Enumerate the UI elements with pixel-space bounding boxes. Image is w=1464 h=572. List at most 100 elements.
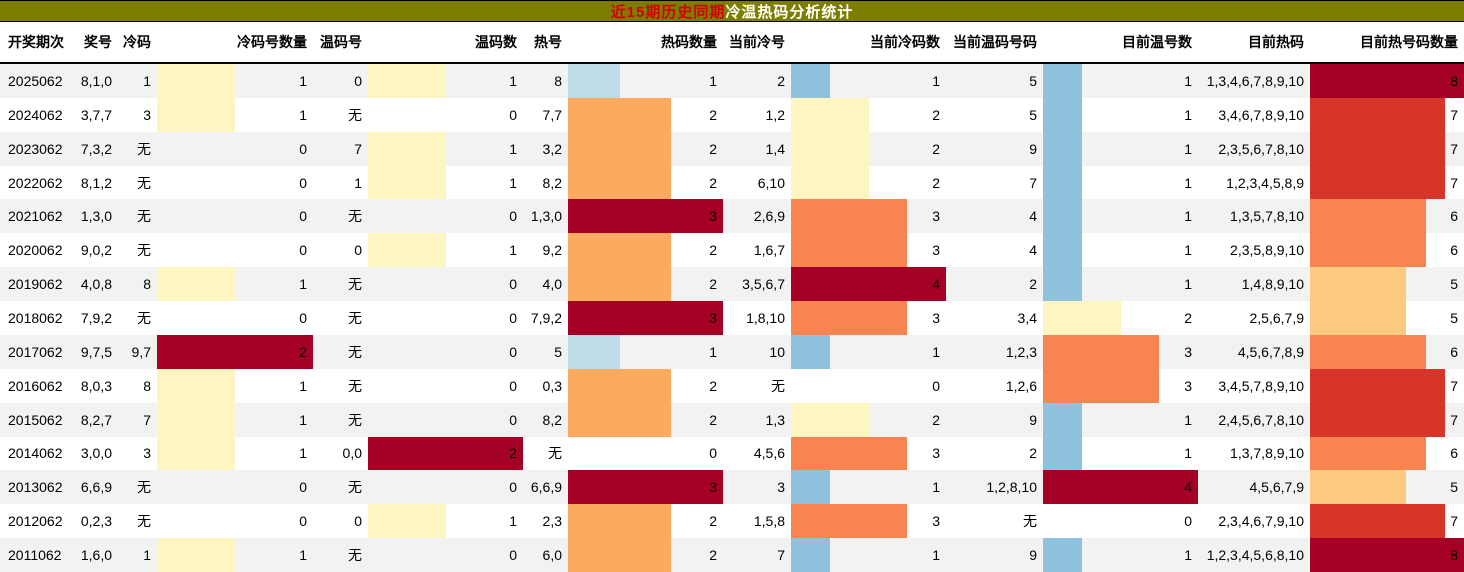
cell-value: 无 [137,208,151,225]
cell-current-cold: 1,2 [723,98,791,132]
column-header-current-warm: 当前温码号码 [953,34,1037,50]
cell-warm-count: 1 [368,131,523,166]
cell-value: 3 [777,479,785,496]
cell-hot-codes: 9,2 [523,233,568,267]
heat-bar-current-warm-count [1043,538,1082,572]
cell-value: 无 [137,140,151,157]
cell-value: 1,4,8,9,10 [1241,276,1304,293]
cell-value: 0 [299,513,307,530]
heat-bar-current-warm-count [1043,199,1082,234]
column-header-cold-codes: 冷码 [123,34,151,50]
cell-prize-numbers: 1,6,0 [81,538,118,572]
cell-value: 2 [709,106,717,123]
cell-value: 1,2,3 [1005,343,1037,360]
cell-value: 1,3,0 [530,208,562,225]
heat-bar-current-hot-count [1310,538,1464,572]
cell-period: 2017062 [0,335,84,369]
cell-value: 2,3,4,6,7,9,10 [1218,513,1304,530]
cell-period: 2025062 [0,64,84,98]
cell-value: 1 [932,547,940,564]
heat-bar-current-warm-count [1043,233,1082,268]
cell-hot-count: 1 [568,64,723,98]
cell-current-hot-count: 7 [1310,131,1464,166]
heat-bar-current-warm-count [1043,267,1082,302]
cell-current-warm-count: 1 [1043,131,1198,166]
cell-value: 7 [1450,106,1458,123]
cell-value: 1 [1184,140,1192,157]
column-header-current-cold: 当前冷号 [729,34,785,50]
cell-value: 4,5,6,7,8,9 [1237,343,1304,360]
cell-current-warm: 2 [946,437,1043,471]
cell-cold-codes: 无 [118,233,157,267]
cell-current-hot: 2,4,5,6,7,8,10 [1198,403,1310,437]
cell-value: 8,2 [542,174,562,191]
cell-cold-codes: 无 [118,470,157,504]
cell-prize-numbers: 6,6,9 [81,470,118,504]
cell-value: 1 [299,377,307,394]
cell-value: 0,3 [542,377,562,394]
cell-cold-codes: 无 [118,301,157,335]
table-row: 2022062 8,1,2 无 0 1 1 8,2 2 6,10 2 7 1 1,2,3,4,5,8,9… [0,165,1464,200]
heat-bar-current-hot-count [1310,267,1407,302]
cell-current-warm-count: 1 [1043,64,1198,98]
cell-value: 2 [1029,276,1037,293]
cell-value: 3 [709,309,717,326]
cell-cold-codes: 3 [118,437,157,471]
column-header-current-cold-count: 当前冷码数 [870,34,940,50]
cell-period: 2015062 [0,403,84,437]
cell-period: 2013062 [0,470,84,504]
heat-bar-hot-count [568,538,672,572]
cell-value: 2025062 [8,72,63,89]
cell-current-hot: 1,4,8,9,10 [1198,267,1310,301]
cell-current-cold-count: 3 [791,301,946,335]
cell-value: 1 [509,140,517,157]
cell-warm-codes: 无 [313,403,368,437]
heat-bar-current-cold-count [791,301,908,335]
cell-current-warm: 9 [946,538,1043,572]
cell-current-warm: 1,2,3 [946,335,1043,369]
cell-value: 无 [348,411,362,428]
heat-bar-hot-count [568,402,672,437]
cell-current-warm-count: 1 [1043,267,1198,302]
cell-value: 2011062 [8,547,62,564]
cell-cold-codes: 无 [118,166,157,200]
cell-value: 1,2,8,10 [986,479,1037,496]
cell-value: 0 [354,242,362,259]
cell-current-warm-count: 3 [1043,334,1198,369]
heat-bar-warm-count [368,131,446,166]
cell-value: 0,0 [342,445,362,462]
cell-warm-count: 1 [368,165,523,200]
cell-warm-count: 0 [368,369,523,403]
cell-value: 2 [709,140,717,157]
heat-bar-current-hot-count [1310,233,1426,268]
heat-bar-warm-count [368,504,446,539]
cell-value: 2 [1029,445,1037,462]
cell-value: 3 [709,479,717,496]
cell-value: 无 [348,547,362,564]
cell-cold-count: 0 [157,301,313,335]
cell-value: 0 [299,242,307,259]
cell-value: 4 [932,276,940,293]
cell-value: 1 [509,72,517,89]
cell-value: 4,5,6,7,9 [1249,479,1305,496]
heat-bar-warm-count [368,233,446,268]
cell-cold-count: 1 [157,97,313,132]
cell-warm-codes: 无 [313,199,368,233]
heat-bar-current-cold-count [791,334,830,369]
cell-hot-count: 2 [568,267,723,302]
cell-warm-count: 0 [368,98,523,132]
cell-value: 0 [932,377,940,394]
heat-bar-current-warm-count [1043,97,1082,132]
cell-hot-codes: 4,0 [523,267,568,301]
column-header-cold-count: 冷码号数量 [237,34,307,50]
cell-value: 1,5,8 [753,513,785,530]
cell-value: 无 [137,513,151,530]
cell-value: 2019062 [8,276,63,293]
cell-value: 3,4 [1017,309,1037,326]
table-row: 2017062 9,7,5 9,7 2 无 0 5 1 10 1 1,2,3 3 4,5,6,7,8,9… [0,334,1464,369]
cell-current-cold-count: 3 [791,504,946,539]
cell-current-hot: 2,3,5,6,7,8,10 [1198,132,1310,166]
table-body: 2025062 8,1,0 1 1 0 1 8 1 2 1 5 1 1,3,4,6,7,8,9,10 8 2… [0,64,1464,572]
cell-period: 2012062 [0,504,84,538]
cell-warm-count: 0 [368,403,523,437]
